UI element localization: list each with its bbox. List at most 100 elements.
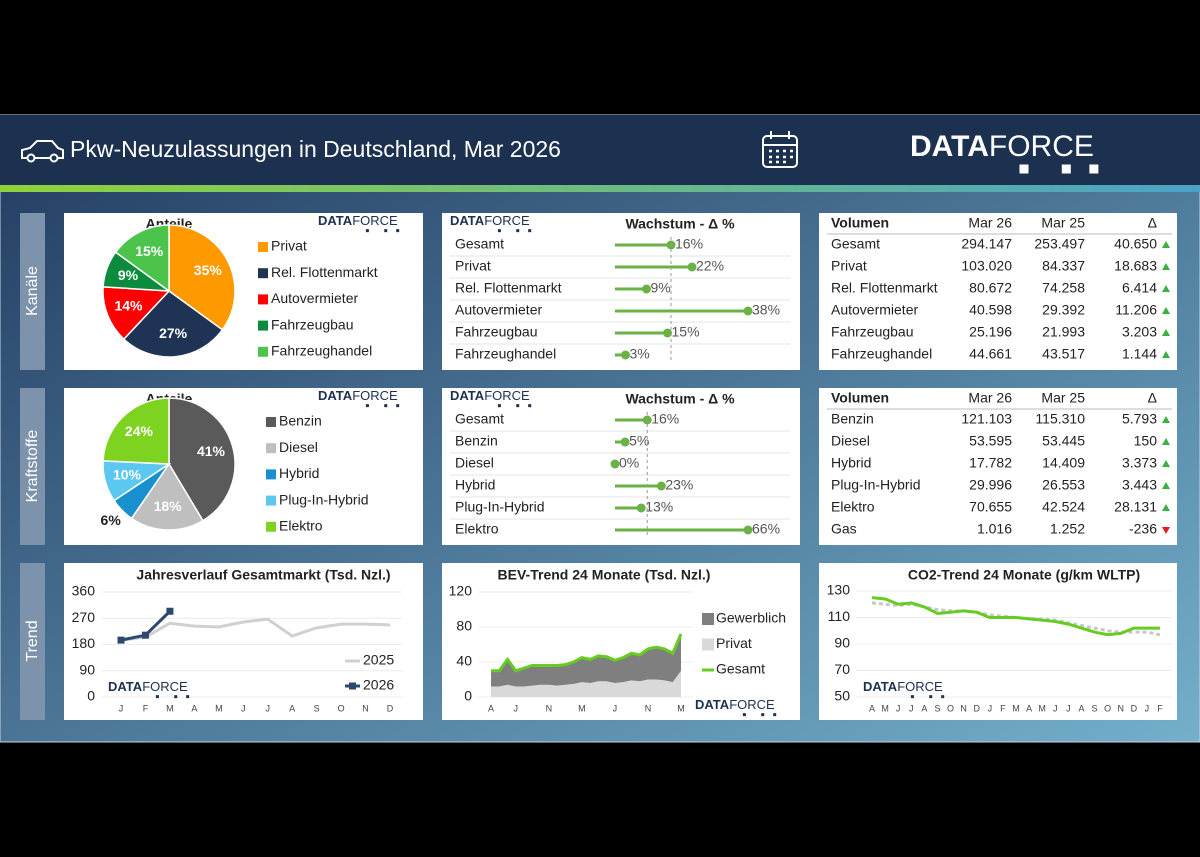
chart-title: Jahresverlauf Gesamtmarkt (Tsd. Nzl.) — [136, 567, 390, 583]
trend-arrow — [1162, 263, 1170, 270]
x-tick-label: A — [191, 703, 197, 713]
bar-dot — [743, 306, 753, 316]
slice-label: 9% — [118, 267, 139, 283]
slice-label: 14% — [114, 298, 143, 314]
table-cell: 150 — [1134, 433, 1158, 449]
slice-label: 10% — [113, 466, 142, 482]
table-cell: 43.517 — [1042, 346, 1085, 362]
point — [141, 631, 149, 639]
logo: DATAFORCE — [910, 130, 1094, 163]
legend-swatch — [258, 268, 268, 279]
legend-swatch — [266, 521, 276, 532]
logo-light: FORCE — [352, 388, 398, 403]
value-label: 66% — [752, 521, 780, 537]
table-cell: 21.993 — [1042, 324, 1085, 340]
x-tick-label: N — [1117, 703, 1124, 713]
bar-dot — [663, 328, 672, 338]
y-tick-label: 0 — [464, 688, 472, 704]
line — [491, 633, 683, 673]
logo-square — [384, 404, 388, 408]
category-label: Rel. Flottenmarkt — [455, 280, 562, 296]
logo-square — [516, 229, 520, 233]
legend-label: Fahrzeugbau — [271, 316, 354, 332]
table-cell: 29.996 — [969, 477, 1012, 493]
table-cell: 42.524 — [1042, 499, 1085, 515]
column-header: Mar 26 — [968, 215, 1012, 231]
trend-arrow — [1162, 482, 1170, 489]
slice-label: 35% — [194, 262, 223, 278]
x-tick-label: M — [1038, 703, 1046, 713]
bar-dot — [642, 284, 651, 294]
calendar-icon — [762, 131, 798, 168]
bar-dot — [743, 525, 753, 535]
slice-label: 18% — [154, 498, 183, 514]
pie-slice — [102, 397, 170, 465]
logo-bold: DATA — [863, 679, 898, 694]
x-tick-label: D — [1131, 703, 1138, 713]
logo-light: FORCE — [142, 679, 188, 694]
table-cell: Plug-In-Hybrid — [831, 477, 920, 493]
x-tick-label: O — [338, 703, 345, 713]
table-cell: Gesamt — [831, 236, 880, 252]
x-tick-label: D — [387, 703, 394, 713]
legend-swatch — [258, 320, 268, 331]
line — [871, 596, 1160, 637]
column-header: Δ — [1148, 215, 1157, 231]
logo-bold: DATA — [450, 388, 485, 403]
bar-dot — [687, 262, 697, 272]
table-cell: 253.497 — [1034, 236, 1085, 252]
legend-label: Plug-In-Hybrid — [279, 491, 368, 507]
logo-light: FORCE — [989, 130, 1094, 163]
legend-label: 2026 — [363, 677, 394, 693]
table-cell: 40.650 — [1114, 236, 1157, 252]
line — [120, 617, 391, 642]
x-tick-label: S — [314, 703, 320, 713]
x-tick-label: F — [1157, 703, 1163, 713]
logo-bold: DATA — [450, 213, 485, 228]
legend-label: Hybrid — [279, 465, 319, 481]
trend-arrow — [1162, 416, 1170, 423]
value-label: 13% — [645, 499, 673, 515]
y-tick-label: 50 — [834, 688, 850, 704]
x-tick-label: M — [881, 703, 889, 713]
y-tick-label: 180 — [72, 635, 96, 651]
legend-swatch — [258, 294, 268, 305]
value-label: 16% — [675, 236, 703, 252]
table-cell: 80.672 — [969, 280, 1012, 296]
value-label: 16% — [651, 411, 679, 427]
x-tick-label: J — [909, 703, 914, 713]
column-header: Mar 25 — [1041, 390, 1085, 406]
table-cell: 17.782 — [969, 455, 1012, 471]
logo-square — [384, 229, 388, 233]
table-cell: 70.655 — [969, 499, 1012, 515]
table-cell: Rel. Flottenmarkt — [831, 280, 938, 296]
category-label: Autovermieter — [455, 302, 542, 318]
pie-slice — [114, 224, 170, 293]
slice-label: 6% — [101, 512, 122, 528]
x-tick-label: J — [265, 703, 270, 713]
table-cell: 5.793 — [1122, 411, 1157, 427]
x-tick-label: S — [1092, 703, 1098, 713]
table-cell: 3.443 — [1122, 477, 1157, 493]
table-cell: 6.414 — [1122, 280, 1157, 296]
bar-dot — [620, 437, 630, 447]
slice-label: 27% — [159, 325, 188, 341]
x-tick-label: O — [1104, 703, 1111, 713]
section-label: Kraftstoffe — [24, 430, 41, 503]
table-cell: 84.337 — [1042, 258, 1085, 274]
logo-bold: DATA — [108, 679, 143, 694]
x-tick-label: J — [613, 703, 618, 713]
bar-dot — [621, 350, 630, 360]
table-cell: 1.252 — [1050, 521, 1085, 537]
table-cell: 121.103 — [961, 411, 1012, 427]
legend-label: Privat — [271, 238, 307, 254]
table-cell: Fahrzeugbau — [831, 324, 914, 340]
category-label: Gesamt — [455, 236, 504, 252]
section-label: Kanäle — [24, 266, 41, 316]
value-label: 15% — [672, 324, 700, 340]
logo-square — [528, 404, 532, 408]
x-tick-label: J — [988, 703, 993, 713]
logo: DATAFORCE — [695, 697, 775, 712]
logo-square — [528, 229, 532, 233]
x-tick-label: A — [921, 703, 927, 713]
